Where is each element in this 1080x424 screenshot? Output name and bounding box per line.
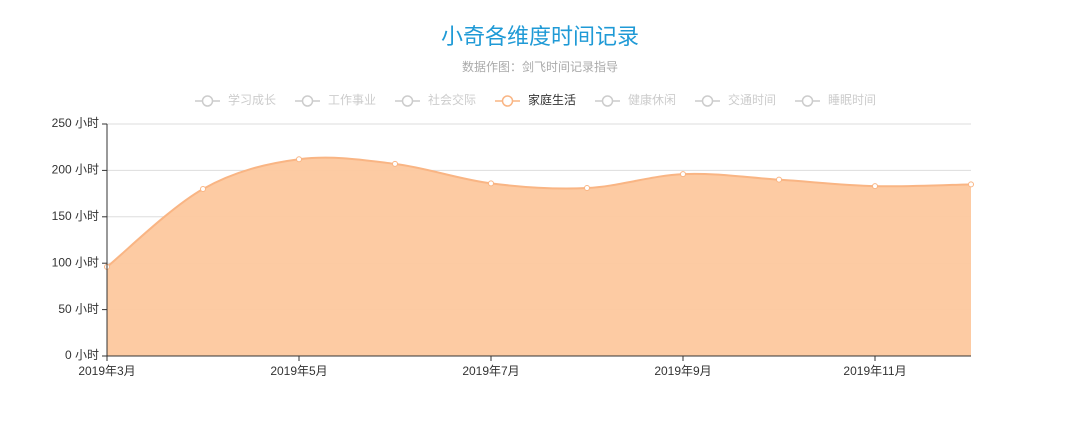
legend-marker[interactable] xyxy=(401,95,414,107)
legend-label[interactable]: 学习成长 xyxy=(228,92,276,107)
point xyxy=(392,160,398,167)
y-tick-label: 250 小时 xyxy=(52,116,99,130)
point xyxy=(296,156,302,163)
y-tick-label: 100 小时 xyxy=(52,255,99,269)
legend-marker[interactable] xyxy=(601,95,614,107)
legend-marker[interactable] xyxy=(501,95,514,107)
point xyxy=(200,185,206,192)
y-tick-label: 200 小时 xyxy=(52,163,99,177)
x-tick-label: 2019年3月 xyxy=(78,364,135,378)
legend-label[interactable]: 交通时间 xyxy=(728,92,776,107)
chart-subtitle: 数据作图：剑飞时间记录指导 xyxy=(462,59,618,74)
legend-marker[interactable] xyxy=(701,95,714,107)
x-tick-label: 2019年5月 xyxy=(270,364,327,378)
legend-label[interactable]: 社会交际 xyxy=(428,92,476,107)
x-tick-label: 2019年11月 xyxy=(843,364,906,378)
point xyxy=(584,185,590,192)
legend-label[interactable]: 健康休闲 xyxy=(628,92,676,107)
point xyxy=(776,176,782,183)
line xyxy=(106,156,972,268)
legend-label[interactable]: 工作事业 xyxy=(328,93,376,107)
legend-label[interactable]: 睡眠时间 xyxy=(828,93,876,107)
point xyxy=(968,181,974,188)
point xyxy=(488,180,494,187)
legend-marker[interactable] xyxy=(201,95,214,107)
point xyxy=(872,183,878,190)
x-tick-label: 2019年7月 xyxy=(462,364,519,378)
y-tick-label: 50 小时 xyxy=(58,302,99,316)
legend-marker[interactable] xyxy=(301,95,314,107)
legend-label[interactable]: 家庭生活 xyxy=(528,92,576,107)
y-tick-label: 0 小时 xyxy=(65,348,99,362)
legend-marker[interactable] xyxy=(801,95,814,107)
area xyxy=(107,157,971,356)
x-tick-label: 2019年9月 xyxy=(654,364,711,378)
chart-title: 小奇各维度时间记录 xyxy=(441,24,639,49)
y-tick-label: 150 小时 xyxy=(52,209,99,223)
point xyxy=(680,171,686,178)
